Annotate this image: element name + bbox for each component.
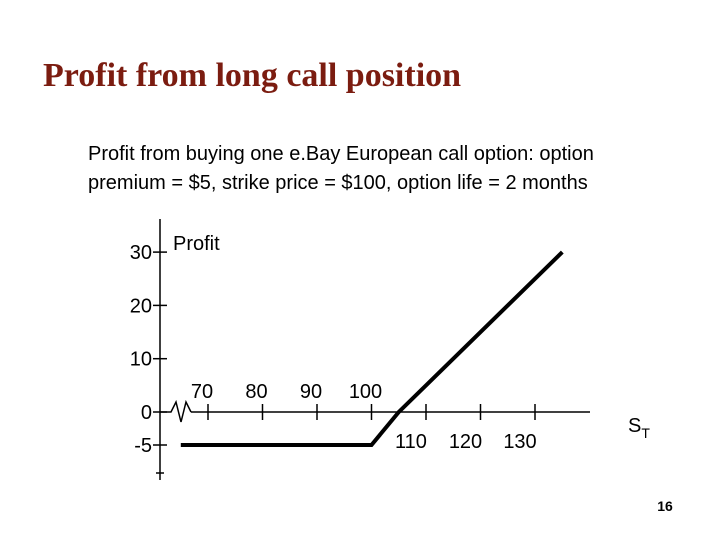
x-tick-label: 100 <box>349 381 382 403</box>
y-tick-label: 0 <box>141 402 152 424</box>
y-tick-label: -5 <box>134 435 152 457</box>
x-tick-label: 110 <box>395 431 427 453</box>
x-axis-label-sub: T <box>641 425 650 441</box>
y-tick-label: 20 <box>130 295 152 317</box>
y-tick-label: 30 <box>130 242 152 264</box>
slide-title: Profit from long call position <box>43 57 462 94</box>
x-tick-label: 90 <box>300 381 322 403</box>
page-number: 16 <box>657 498 673 514</box>
y-tick-label: 10 <box>130 349 152 371</box>
chart-series <box>180 250 564 447</box>
profit-line <box>180 250 564 447</box>
x-axis-label-main: S <box>628 415 641 437</box>
subtitle-line-1: Profit from buying one e.Bay European ca… <box>88 143 594 165</box>
chart-subtitle: Profit from buying one e.Bay European ca… <box>88 140 708 198</box>
x-tick-label: 120 <box>449 431 482 453</box>
x-tick-label: 130 <box>503 431 536 453</box>
chart-axes <box>159 219 590 480</box>
x-axis-label: ST <box>628 415 650 441</box>
x-tick-label: 70 <box>191 381 213 403</box>
subtitle-line-2: premium = $5, strike price = $100, optio… <box>88 172 588 194</box>
axis-break <box>160 399 192 423</box>
x-tick-label: 80 <box>245 381 267 403</box>
y-axis-label: Profit <box>173 233 220 255</box>
chart-ticks <box>153 251 536 474</box>
